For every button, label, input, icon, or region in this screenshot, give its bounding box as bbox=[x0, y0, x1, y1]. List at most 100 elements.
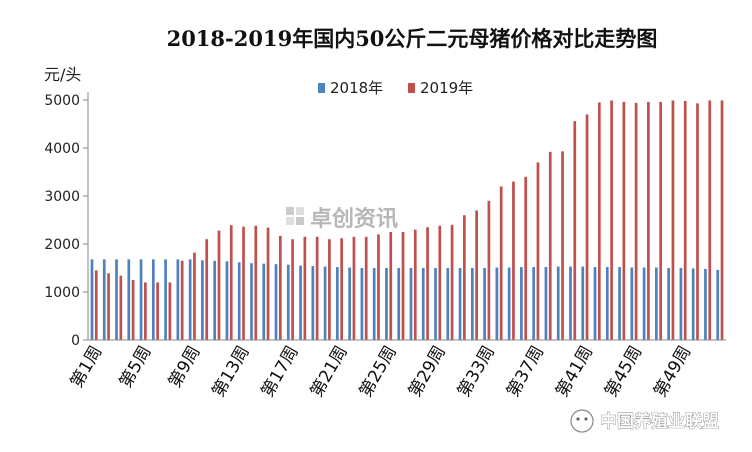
bar bbox=[610, 100, 613, 340]
bar bbox=[708, 100, 712, 340]
bar bbox=[487, 200, 491, 340]
bar bbox=[385, 268, 388, 340]
bar bbox=[180, 260, 184, 340]
bar bbox=[201, 260, 204, 340]
bars-group bbox=[90, 100, 724, 341]
bar bbox=[569, 266, 572, 340]
bar bbox=[524, 176, 528, 340]
bar bbox=[655, 267, 658, 340]
bar bbox=[213, 260, 217, 340]
legend-label: 2019年 bbox=[420, 79, 473, 97]
bar bbox=[340, 238, 344, 340]
watermark-text: 卓创资讯 bbox=[310, 207, 398, 232]
bar bbox=[254, 225, 258, 340]
y-axis: 0 1000 2000 3000 4000 5000 bbox=[44, 92, 89, 349]
bar bbox=[585, 114, 589, 341]
x-tick-label: 第25周 bbox=[356, 343, 401, 401]
bar bbox=[409, 268, 413, 340]
bar bbox=[217, 230, 221, 340]
bar bbox=[691, 268, 695, 340]
bar bbox=[102, 259, 106, 340]
bar bbox=[237, 262, 241, 340]
bar bbox=[716, 269, 720, 340]
bar bbox=[495, 267, 499, 340]
bar bbox=[139, 259, 143, 340]
watermark: 卓创资讯 bbox=[286, 207, 398, 232]
wechat-icon-eye bbox=[576, 417, 580, 421]
bar bbox=[483, 268, 486, 340]
bar bbox=[250, 263, 253, 340]
y-tick-label: 0 bbox=[71, 333, 80, 349]
bar bbox=[581, 266, 585, 340]
bar bbox=[193, 252, 196, 340]
bar bbox=[446, 268, 450, 340]
bar bbox=[679, 268, 683, 340]
bar bbox=[512, 181, 515, 340]
watermark-logo-icon bbox=[286, 207, 294, 215]
bar bbox=[397, 268, 401, 340]
series-2019 bbox=[94, 100, 724, 341]
x-axis: 第1周 第5周 第9周 第13周 第17周 第21周 第25周 第29周 第33周 第37周 第41… bbox=[67, 339, 726, 401]
x-tick-label: 第9周 bbox=[165, 343, 205, 392]
x-tick-label: 第1周 bbox=[67, 343, 107, 392]
bar bbox=[299, 265, 302, 340]
bar bbox=[164, 259, 167, 340]
y-tick-label: 3000 bbox=[44, 189, 80, 205]
bar bbox=[377, 234, 380, 340]
bar bbox=[499, 186, 503, 340]
bar bbox=[151, 259, 155, 340]
watermark-logo-icon bbox=[296, 217, 304, 225]
bar bbox=[168, 282, 172, 340]
bar bbox=[278, 235, 282, 340]
y-tick-label: 5000 bbox=[44, 93, 80, 109]
bar bbox=[642, 267, 646, 340]
bar bbox=[328, 239, 331, 340]
x-tick-label: 第37周 bbox=[503, 343, 548, 401]
legend-label: 2018年 bbox=[330, 79, 383, 97]
bar bbox=[389, 232, 393, 340]
bar bbox=[144, 282, 147, 340]
bar bbox=[401, 232, 405, 340]
bar bbox=[156, 282, 159, 340]
bar bbox=[434, 268, 437, 340]
brand-text: 中国养殖业联盟 bbox=[600, 411, 719, 432]
bar bbox=[618, 267, 621, 340]
bar bbox=[323, 266, 327, 340]
bar bbox=[188, 259, 192, 340]
bar bbox=[262, 263, 266, 340]
bar bbox=[225, 261, 229, 340]
x-tick-label: 第5周 bbox=[116, 343, 156, 392]
bar bbox=[438, 225, 442, 340]
legend: 2018年 2019年 bbox=[318, 79, 473, 97]
bar bbox=[360, 268, 364, 340]
bar bbox=[573, 121, 577, 341]
bar bbox=[413, 229, 417, 340]
wechat-icon bbox=[570, 409, 594, 433]
bar bbox=[470, 268, 474, 340]
bar bbox=[94, 270, 98, 340]
bar bbox=[274, 264, 278, 340]
brand-badge: 中国养殖业联盟 bbox=[570, 409, 719, 433]
bar bbox=[548, 151, 552, 340]
bar bbox=[507, 267, 511, 340]
bar bbox=[458, 268, 462, 340]
bar bbox=[659, 101, 663, 340]
bar bbox=[348, 267, 351, 340]
x-tick-label: 第17周 bbox=[258, 343, 303, 401]
bar bbox=[242, 226, 245, 340]
bar bbox=[544, 267, 548, 340]
bar bbox=[421, 268, 425, 340]
bar bbox=[630, 267, 634, 340]
bar bbox=[315, 236, 319, 340]
bar bbox=[696, 103, 699, 340]
bar bbox=[336, 267, 339, 340]
bar bbox=[667, 268, 670, 340]
bar bbox=[115, 259, 118, 340]
watermark-logo-icon bbox=[296, 207, 304, 215]
bar bbox=[520, 267, 523, 340]
y-axis-label: 元/头 bbox=[44, 65, 81, 84]
bar bbox=[311, 266, 315, 340]
legend-swatch bbox=[408, 83, 415, 93]
x-tick-label: 第33周 bbox=[454, 343, 499, 401]
